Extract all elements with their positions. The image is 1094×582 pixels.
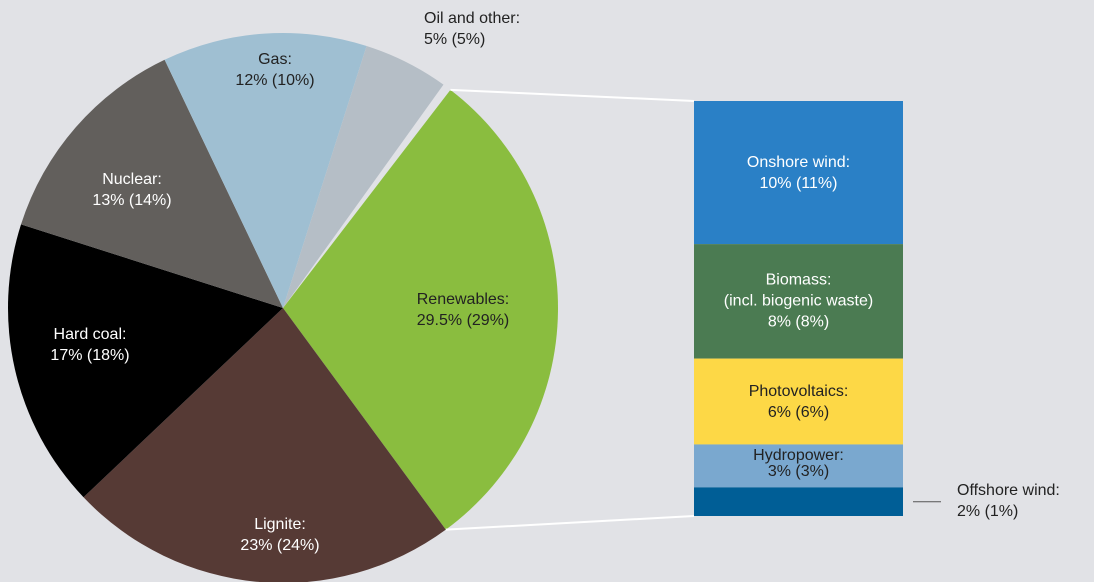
value-label: 13% (14%) [92, 192, 172, 209]
data-label: Hydropower: 3% (3%) [753, 446, 844, 480]
data-label: Lignite: 23% (24%) [240, 514, 319, 556]
pie-slice [283, 89, 558, 530]
connector [445, 515, 695, 531]
data-label: Offshore wind: 2% (1%) [957, 480, 1060, 522]
data-label: Onshore wind: 10% (11%) [747, 152, 850, 194]
category-label: Photovoltaics: [748, 382, 849, 400]
data-label: Photovoltaics: 6% (6%) [749, 381, 849, 423]
data-label: Nuclear: 13% (14%) [92, 169, 171, 211]
value-label: 12% (10%) [235, 72, 315, 89]
pie-slice [164, 33, 367, 308]
pie-slice [21, 59, 283, 308]
bar-segment [694, 101, 903, 245]
connector [450, 88, 695, 102]
value-label: 10% (11%) [759, 174, 838, 192]
data-label: Hard coal: 17% (18%) [50, 324, 129, 366]
value-label: 29.5% (29%) [416, 312, 510, 329]
category-label: Onshore wind: [746, 153, 851, 171]
category-label: Offshore wind: [957, 481, 1060, 499]
bar-segment [694, 358, 903, 445]
pie-slice [83, 308, 446, 582]
bar-segment [694, 244, 903, 359]
category-label: Nuclear: [102, 171, 162, 188]
category-label: Hydropower: [753, 446, 844, 464]
data-label: Gas: 12% (10%) [235, 49, 314, 91]
category-label: Biomass: (incl. biogenic waste) [723, 271, 874, 310]
value-label: 3% (3%) [767, 462, 830, 480]
pie-slice [283, 46, 444, 308]
value-label: 23% (24%) [240, 537, 320, 554]
bar-segment [694, 444, 903, 488]
value-label: 8% (8%) [767, 313, 830, 331]
bar-segment [694, 487, 903, 516]
data-label: Biomass: (incl. biogenic waste) 8% (8%) [724, 270, 873, 333]
category-label: Lignite: [254, 516, 306, 533]
category-label: Gas: [258, 51, 292, 68]
value-label: 6% (6%) [767, 403, 830, 421]
value-label: 17% (18%) [50, 347, 130, 364]
value-label: 5% (5%) [424, 31, 486, 48]
category-label: Oil and other: [424, 10, 521, 27]
pie-slice [7, 224, 284, 498]
data-label: Oil and other: 5% (5%) [424, 8, 520, 50]
value-label: 2% (1%) [957, 502, 1019, 520]
data-label: Renewables: 29.5% (29%) [417, 289, 510, 331]
category-label: Renewables: [416, 291, 510, 308]
category-label: Hard coal: [53, 326, 127, 343]
